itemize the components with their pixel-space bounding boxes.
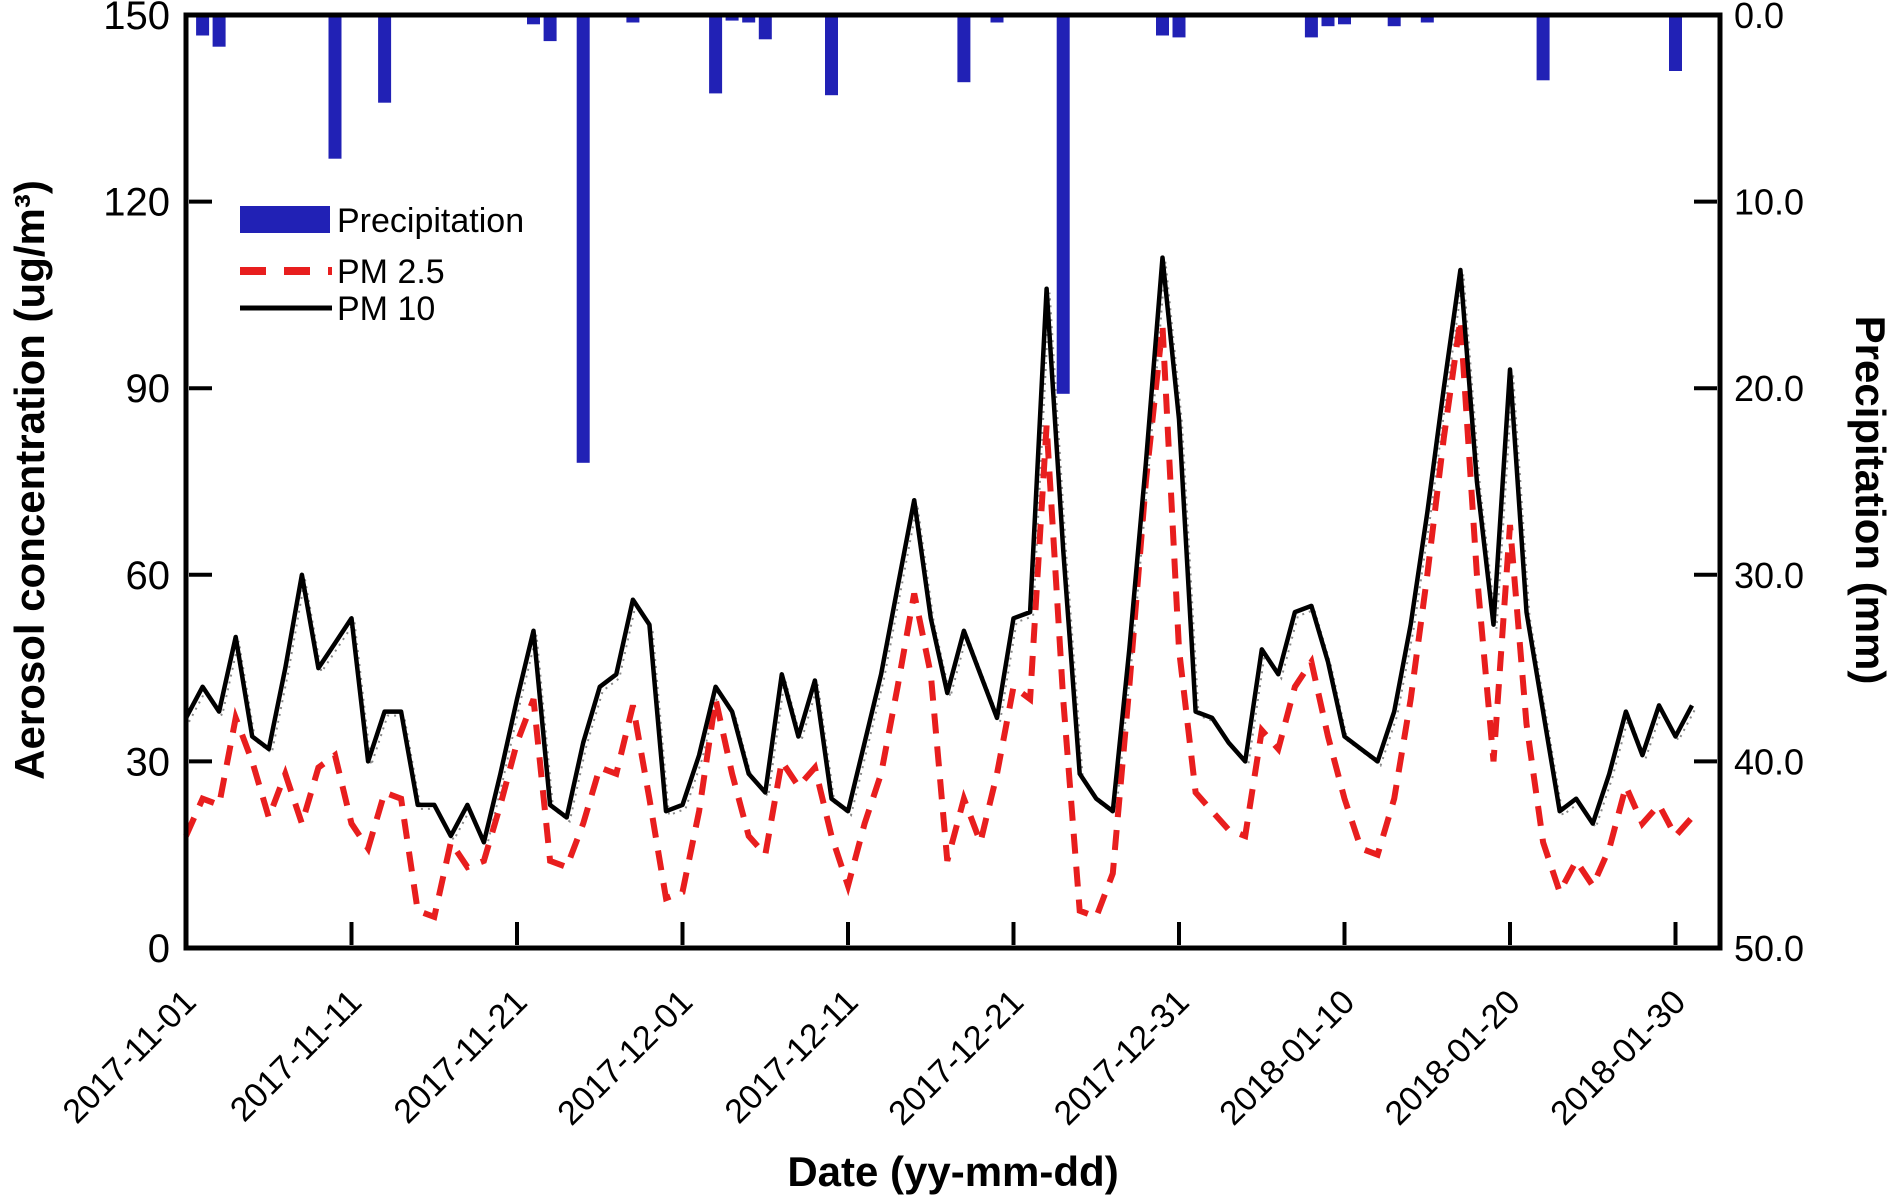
svg-text:2017-11-11: 2017-11-11 [223,983,369,1129]
legend-pm25-label: PM 2.5 [337,253,445,291]
svg-text:150: 150 [103,0,170,38]
svg-text:60: 60 [126,554,171,598]
legend: Precipitation PM 2.5 PM 10 [240,202,524,328]
svg-text:40.0: 40.0 [1734,741,1804,782]
svg-text:2017-11-01: 2017-11-01 [56,983,204,1131]
svg-text:30: 30 [126,740,171,784]
right-axis-ticks: 0.0 10.0 20.0 30.0 40.0 50.0 [1694,0,1804,969]
svg-text:2017-12-01: 2017-12-01 [550,983,700,1133]
svg-text:120: 120 [103,181,170,225]
svg-text:2018-01-30: 2018-01-30 [1543,983,1693,1133]
svg-text:2017-11-21: 2017-11-21 [387,983,535,1131]
plot-area-border [183,12,1723,951]
left-axis-ticks: 0 30 60 90 120 150 [103,0,212,971]
right-axis-title: Precipitation (mm) [1847,316,1890,685]
svg-text:2018-01-20: 2018-01-20 [1378,983,1528,1133]
svg-text:0.0: 0.0 [1734,0,1784,36]
svg-text:2017-12-11: 2017-12-11 [718,983,866,1131]
precipitation-bars [196,15,1682,463]
pm10-line-shadow [188,261,1696,850]
pm25-dashed-line [183,319,1695,921]
legend-precipitation-label: Precipitation [337,202,524,240]
svg-text:50.0: 50.0 [1734,928,1804,969]
svg-text:20.0: 20.0 [1734,368,1804,409]
svg-text:2017-12-21: 2017-12-21 [881,983,1031,1133]
x-axis-title: Date (yy-mm-dd) [787,1148,1118,1195]
svg-text:0: 0 [148,927,170,971]
pm10-line [184,255,1694,845]
legend-pm10-label: PM 10 [337,290,435,328]
left-axis-title: Aerosol concentration (ug/m³) [6,180,53,780]
svg-text:2017-12-31: 2017-12-31 [1047,983,1197,1133]
svg-text:10.0: 10.0 [1734,182,1804,223]
svg-text:90: 90 [126,367,171,411]
x-axis-ticks: 2017-11-01 2017-11-11 2017-11-21 2017-12-01… [56,922,1693,1133]
legend-precipitation-swatch [240,206,330,233]
svg-text:30.0: 30.0 [1734,555,1804,596]
svg-text:2018-01-10: 2018-01-10 [1212,983,1362,1133]
